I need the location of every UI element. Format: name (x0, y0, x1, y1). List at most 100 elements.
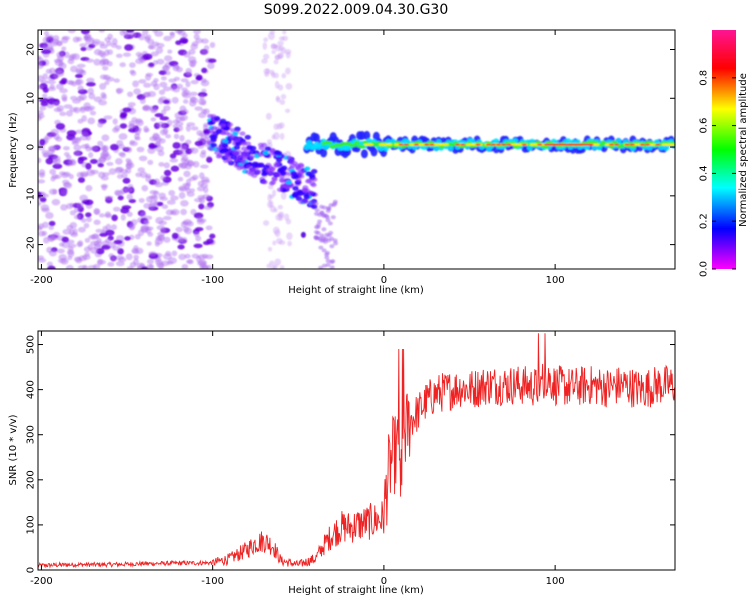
heatmap-cell (114, 189, 121, 196)
heatmap-cell (39, 138, 46, 146)
heatmap-cell (235, 141, 242, 146)
heatmap-cell (181, 237, 188, 244)
snr-x-tick-label: -100 (201, 576, 224, 587)
heatmap-cell (240, 141, 247, 146)
heatmap-cell (183, 225, 190, 233)
heatmap-cell (85, 162, 92, 170)
heatmap-cell (146, 259, 154, 265)
heatmap-cell (74, 206, 80, 213)
heatmap-cell (300, 231, 306, 238)
heatmap-cell (190, 208, 197, 216)
snr-y-tick-label: 400 (26, 380, 37, 399)
heatmap-cell (194, 227, 204, 232)
heatmap-cell (94, 208, 100, 215)
heatmap-cell (117, 257, 127, 263)
heatmap-cell (206, 156, 213, 163)
heatmap-cell (76, 241, 83, 248)
heatmap-cell (120, 214, 126, 221)
heatmap-cell (48, 220, 56, 227)
heatmap-cell (159, 129, 168, 136)
heatmap-cell (328, 203, 334, 208)
heatmap-cell (139, 171, 148, 179)
heatmap-cell (76, 202, 84, 208)
heatmap-cell (96, 237, 102, 244)
heatmap-cell (280, 93, 287, 100)
heatmap-cell (200, 164, 209, 169)
heatmap-cell (148, 144, 158, 149)
heatmap-cell (182, 33, 188, 38)
heatmap-cell (321, 227, 327, 232)
heatmap-cell (175, 40, 182, 46)
heatmap-cell (277, 52, 284, 59)
heatmap-cell (249, 170, 256, 175)
heatmap-cell (297, 191, 304, 197)
heatmap-cell (261, 171, 268, 177)
heatmap-cell (75, 257, 83, 264)
heatmap-cell (157, 121, 166, 129)
heatmap-cell (87, 117, 96, 125)
heatmap-cell (272, 240, 277, 246)
heatmap-cell (146, 241, 152, 246)
colorbar-tick-label: 0.0 (699, 261, 710, 277)
heatmap-cell (38, 255, 45, 260)
heatmap-cell (614, 143, 620, 146)
heatmap-cell (186, 122, 196, 127)
heatmap-cell (303, 194, 310, 200)
heatmap-cell (79, 69, 87, 76)
heatmap-cell (128, 62, 136, 68)
heatmap-cell (201, 88, 207, 93)
heatmap-cell (147, 147, 156, 154)
heatmap-cell (274, 80, 280, 89)
heatmap-cell (276, 237, 283, 245)
heatmap-cell (40, 101, 49, 107)
heatmap-cell (100, 91, 106, 99)
spectrogram-x-tick-label: -200 (30, 275, 53, 286)
heatmap-cell (220, 123, 227, 128)
heatmap-cell (102, 65, 109, 71)
heatmap-cell (278, 44, 284, 52)
heatmap-cell (76, 171, 84, 178)
heatmap-cell (292, 186, 299, 191)
heatmap-cell (59, 171, 66, 176)
heatmap-cell (123, 32, 129, 38)
heatmap-cell (149, 195, 155, 200)
heatmap-cell (86, 77, 95, 83)
heatmap-cell (73, 214, 81, 220)
heatmap-cell (68, 243, 77, 248)
heatmap-cell (180, 208, 187, 216)
heatmap-cell (274, 229, 281, 238)
heatmap-cell (645, 143, 651, 146)
colorbar-scale (712, 30, 736, 269)
heatmap-cell (190, 63, 196, 68)
heatmap-cell (104, 195, 114, 200)
heatmap-cell (246, 145, 253, 150)
heatmap-cell (264, 71, 270, 77)
heatmap-cell (203, 186, 209, 194)
heatmap-cell (42, 93, 48, 98)
heatmap-cell (57, 258, 67, 264)
heatmap-cell (275, 96, 281, 103)
heatmap-cell (180, 199, 189, 207)
heatmap-cell (99, 82, 107, 90)
heatmap-cell (186, 159, 194, 167)
heatmap-cell (542, 145, 549, 149)
heatmap-cell (148, 251, 157, 256)
heatmap-cell (132, 258, 140, 266)
heatmap-cell (38, 110, 44, 116)
heatmap-cell (313, 201, 319, 206)
heatmap-cell (183, 219, 192, 226)
heatmap-cell (82, 131, 89, 136)
heatmap-cell (272, 189, 277, 197)
heatmap-cell (38, 115, 42, 121)
heatmap-cell (171, 250, 178, 257)
heatmap-cell (261, 179, 268, 185)
heatmap-cell (52, 101, 59, 107)
heatmap-cell (262, 150, 269, 155)
heatmap-cell (351, 143, 358, 148)
heatmap-cell (178, 186, 187, 192)
heatmap-cell (253, 150, 260, 156)
heatmap-cell (71, 138, 78, 144)
heatmap-cell (195, 235, 202, 242)
heatmap-cell (39, 197, 47, 203)
